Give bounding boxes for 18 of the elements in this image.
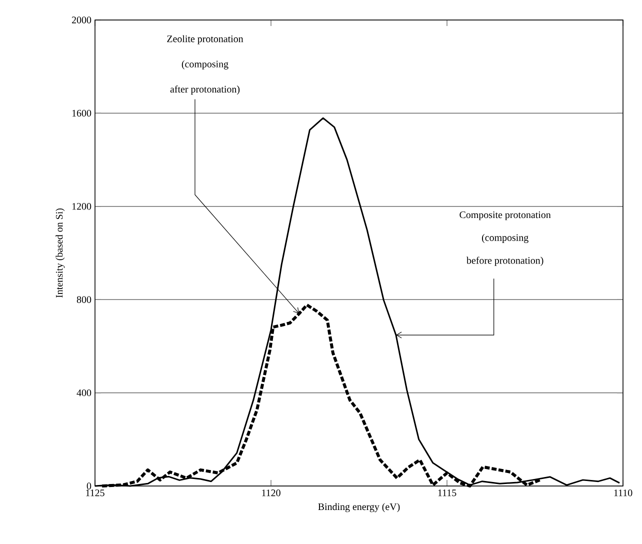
y-tick-label: 2000	[72, 16, 92, 24]
x-tick-label: 1120	[262, 490, 280, 496]
y-tick-label: 800	[76, 296, 92, 303]
y-axis-title: Intensity (based on Si)	[56, 208, 65, 298]
x-tick-label: 1110	[614, 490, 632, 496]
y-tick-label: 1600	[72, 110, 92, 117]
x-tick-label: 1115	[438, 490, 456, 496]
annotation: (composing	[182, 60, 228, 70]
annotation: Composite protonation	[460, 211, 551, 220]
annotation: after protonation)	[170, 85, 240, 95]
annotation: before protonation)	[466, 256, 544, 266]
y-tick-label: 0	[86, 482, 92, 490]
annotation: (composing	[482, 234, 528, 244]
y-tick-label: 1200	[72, 203, 92, 210]
y-tick-label: 400	[76, 389, 92, 396]
annotation: Zeolite protonation	[167, 35, 244, 44]
x-tick-label: 1125	[86, 490, 104, 496]
x-axis-title: Binding energy (eV)	[318, 503, 400, 512]
